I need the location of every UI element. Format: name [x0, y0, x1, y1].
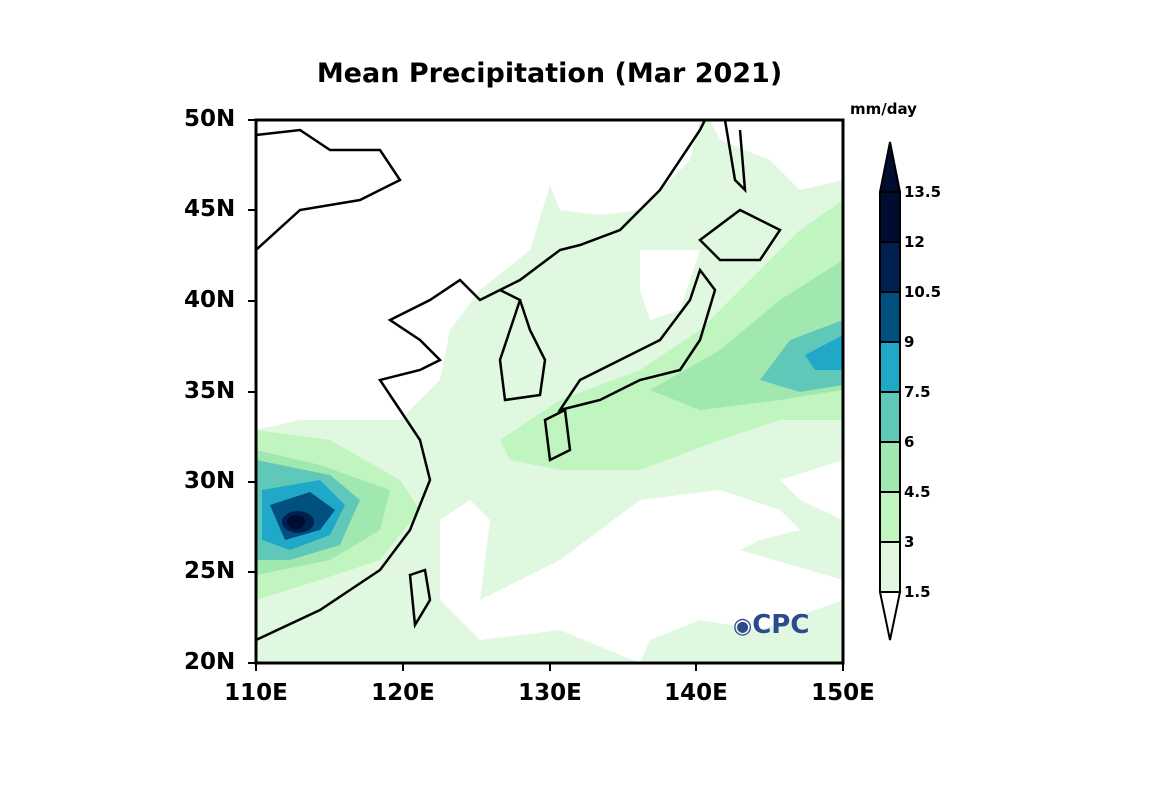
lon-label: 110E	[224, 680, 288, 706]
chart-title: Mean Precipitation (Mar 2021)	[316, 58, 783, 89]
colorbar-label: 6	[904, 433, 915, 451]
below-1.5-topright	[710, 120, 843, 190]
below-1.5-southeast	[440, 490, 843, 663]
colorbar-segment	[879, 191, 901, 243]
lat-label: 25N	[184, 558, 236, 584]
lon-label: 140E	[664, 680, 728, 706]
lat-label: 50N	[184, 106, 236, 132]
lon-label: 150E	[811, 680, 875, 706]
colorbar-label: 10.5	[904, 283, 942, 301]
colorbar-segment	[879, 441, 901, 493]
colorbar-segment	[879, 391, 901, 443]
colorbar-segment	[879, 491, 901, 543]
level-7.5-9-japan	[805, 335, 843, 370]
level-1.5-3-south	[640, 600, 843, 663]
colorbar-segment	[879, 541, 901, 593]
colorbar-label: 7.5	[904, 383, 931, 401]
coastlines	[256, 120, 782, 642]
colorbar-label: 3	[904, 533, 915, 551]
lat-label: 30N	[184, 468, 236, 494]
below-1.5-east	[780, 460, 843, 520]
colorbar-max-arrow	[878, 141, 902, 193]
lon-label: 130E	[518, 680, 582, 706]
level-6-7.5-japan	[760, 320, 843, 392]
colorbar-label: 1.5	[904, 583, 931, 601]
colorbar-label: 4.5	[904, 483, 931, 501]
lon-label: 120E	[371, 680, 435, 706]
colorbar-label: 13.5	[904, 183, 942, 201]
below-1.5-ne	[640, 250, 700, 320]
lat-label: 35N	[184, 378, 236, 404]
cpc-logo: ◉CPC	[733, 610, 810, 640]
colorbar-segment	[879, 291, 901, 343]
lat-label: 45N	[184, 196, 236, 222]
colorbar-label: 9	[904, 333, 915, 351]
colorbar-min-arrow	[878, 591, 902, 641]
colorbar-segment	[879, 241, 901, 293]
colorbar	[878, 141, 902, 641]
colorbar-segment	[879, 341, 901, 393]
lat-label: 20N	[184, 649, 236, 675]
lat-label: 40N	[184, 287, 236, 313]
colorbar-label: 12	[904, 233, 925, 251]
colorbar-units: mm/day	[850, 100, 917, 118]
level-12-13.5-china	[287, 515, 305, 529]
axis-ticks	[248, 119, 844, 671]
